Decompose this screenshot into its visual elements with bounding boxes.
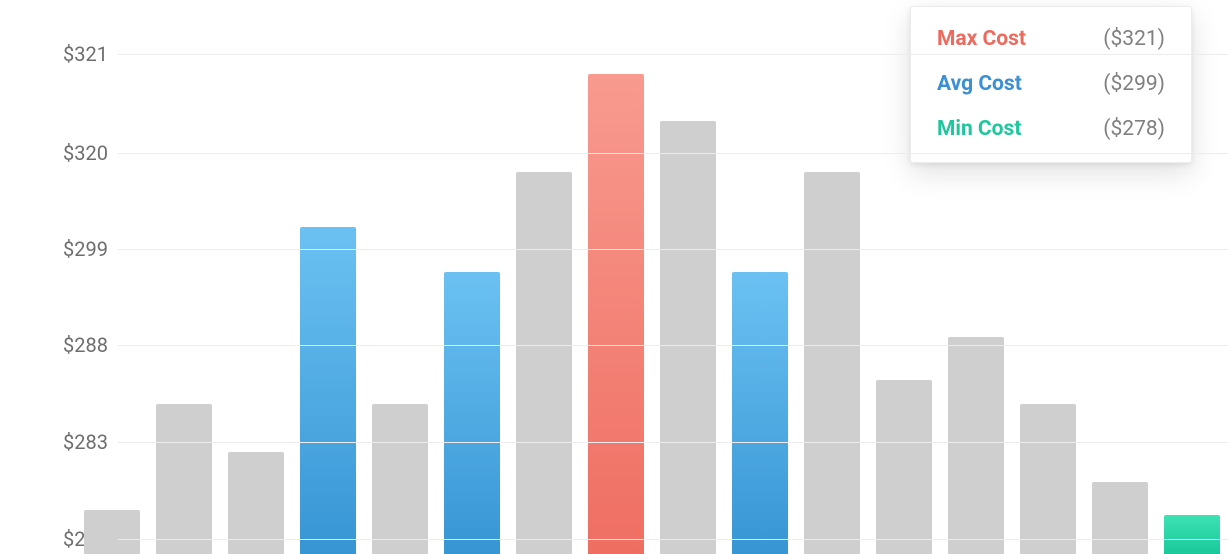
legend-card: Max Cost ($321) Avg Cost ($299) Min Cost ($27… xyxy=(910,6,1192,163)
legend-value: ($278) xyxy=(1103,119,1165,140)
bar-blue xyxy=(444,272,500,554)
bar-gray xyxy=(1092,482,1148,554)
gridline xyxy=(118,442,1228,443)
y-tick-label: $299 xyxy=(0,237,108,261)
bar-gray xyxy=(1020,404,1076,554)
bar-gray xyxy=(156,404,212,554)
legend-row-blue: Avg Cost ($299) xyxy=(937,74,1165,95)
bar-blue xyxy=(732,272,788,554)
y-axis: $321$320$299$288$283$278 xyxy=(0,0,118,554)
bar-green xyxy=(1164,515,1220,554)
legend-value: ($299) xyxy=(1103,74,1165,95)
gridline xyxy=(118,54,1228,55)
y-tick-label: $288 xyxy=(0,333,108,357)
legend-row-green: Min Cost ($278) xyxy=(937,119,1165,140)
y-tick-label: $320 xyxy=(0,141,108,165)
gridline xyxy=(118,249,1228,250)
bar-gray xyxy=(804,172,860,554)
bar-gray xyxy=(876,380,932,554)
gridline xyxy=(118,153,1228,154)
legend-row-red: Max Cost ($321) xyxy=(937,29,1165,50)
legend-label: Min Cost xyxy=(937,119,1021,140)
bar-red xyxy=(588,74,644,554)
bar-gray xyxy=(84,510,140,554)
gridline xyxy=(118,539,1228,540)
gridline xyxy=(118,345,1228,346)
bar-gray xyxy=(660,121,716,554)
bar-gray xyxy=(516,172,572,554)
cost-bar-chart: $321$320$299$288$283$278 Max Cost($321)A… xyxy=(0,0,1228,554)
y-tick-label: $283 xyxy=(0,430,108,454)
legend-label: Avg Cost xyxy=(937,74,1022,95)
bar-gray xyxy=(372,404,428,554)
bar-blue xyxy=(300,227,356,554)
bar-gray xyxy=(948,337,1004,554)
legend-label: Max Cost xyxy=(937,29,1026,50)
legend-value: ($321) xyxy=(1103,29,1165,50)
y-tick-label: $321 xyxy=(0,42,108,66)
